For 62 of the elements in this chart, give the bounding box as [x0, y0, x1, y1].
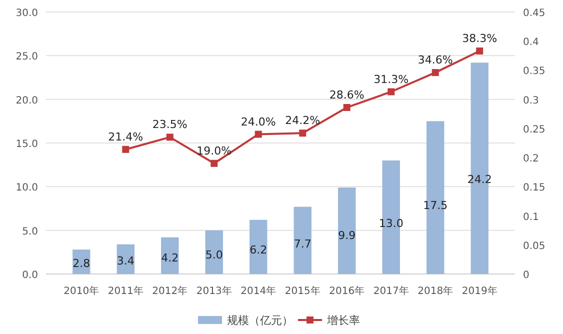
- data-label: 21.4%: [108, 130, 144, 144]
- y2-tick-label: 0.45: [523, 8, 546, 19]
- x-tick-label: 2015年: [284, 285, 320, 297]
- point: [432, 69, 439, 76]
- y-tick-label: 30.0: [16, 8, 38, 19]
- x-tick-label: 2014年: [240, 285, 276, 297]
- data-label: 28.6%: [329, 88, 364, 102]
- x-tick-label: 2011年: [108, 285, 144, 297]
- legend-label: 规模（亿元）: [227, 314, 293, 327]
- y2-tick-label: 0.4: [523, 37, 539, 48]
- data-label: 17.5: [423, 199, 448, 212]
- bar: [205, 230, 223, 274]
- x-tick-label: 2017年: [373, 285, 409, 297]
- point: [476, 48, 484, 55]
- x-tick-label: 2016年: [329, 285, 365, 297]
- data-label: 3.4: [116, 254, 134, 268]
- point: [210, 160, 218, 167]
- point: [254, 130, 262, 138]
- y2-tick-label: 0.3: [523, 95, 539, 106]
- x-tick-label: 2018年: [418, 285, 454, 297]
- bar: [250, 220, 268, 274]
- y-tick-label: 15.0: [16, 139, 38, 150]
- y2-tick-label: 0.25: [523, 124, 546, 136]
- y2-tick-label: 0.05: [523, 240, 546, 252]
- data-label: 4.2: [161, 251, 179, 264]
- data-label: 24.2%: [285, 114, 320, 128]
- data-label: 38.3%: [462, 32, 498, 46]
- data-label: 23.5%: [152, 118, 188, 132]
- x-tick-label: 2019年: [462, 285, 498, 297]
- bar: [294, 206, 312, 274]
- bar: [338, 188, 356, 274]
- y-tick-label: 0.0: [22, 270, 38, 281]
- legend-label: 增长率: [326, 314, 360, 327]
- data-label: 7.7: [294, 238, 312, 251]
- data-label: 2.8: [72, 256, 90, 270]
- data-label: 34.6%: [418, 54, 453, 67]
- x-tick-label: 2010年: [64, 285, 100, 297]
- y-tick-label: 20.0: [16, 95, 38, 106]
- point: [343, 104, 350, 111]
- point: [299, 130, 306, 137]
- data-label: 13.0: [378, 216, 404, 230]
- point: [388, 88, 395, 96]
- point: [122, 146, 130, 153]
- x-tick-label: 2012年: [152, 285, 188, 297]
- data-label: 5.0: [205, 248, 223, 262]
- y2-tick-label: 0: [523, 270, 530, 281]
- y2-tick-label: 0.35: [523, 66, 546, 78]
- y-tick-label: 10.0: [16, 182, 38, 194]
- y2-tick-label: 0.15: [523, 182, 546, 194]
- x-tick-label: 2013年: [196, 285, 232, 297]
- data-label: 31.3%: [374, 72, 409, 86]
- y2-tick-label: 0.1: [523, 212, 539, 223]
- data-label: 6.2: [250, 244, 268, 257]
- data-label: 24.0%: [240, 115, 276, 128]
- y-tick-label: 25.0: [16, 52, 38, 63]
- data-label: 19.0%: [196, 144, 232, 158]
- data-label: 9.9: [338, 229, 356, 242]
- y-tick-label: 5.0: [22, 226, 38, 238]
- bar: [161, 237, 179, 274]
- y2-tick-label: 0.2: [523, 154, 539, 165]
- data-label: 24.2: [467, 172, 492, 186]
- point: [166, 134, 174, 141]
